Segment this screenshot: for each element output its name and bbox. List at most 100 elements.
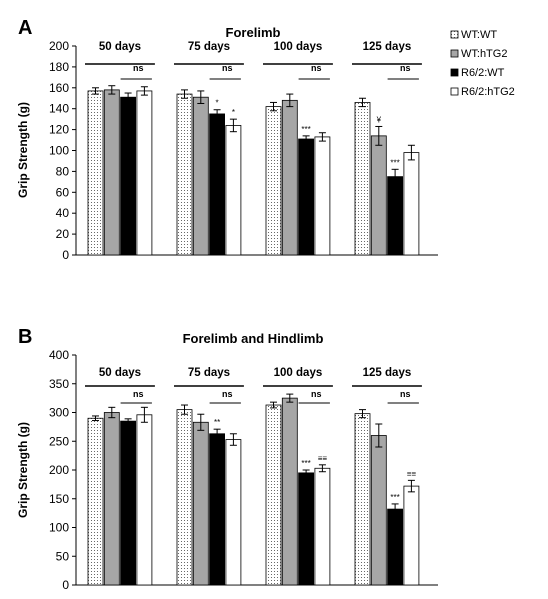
panel-b-bar-r62-htg2 — [136, 414, 153, 586]
panel-a-ytick-label: 80 — [56, 164, 70, 178]
panel-a-group-label: 50 days — [99, 41, 141, 53]
panel-a-bar-wt-htg2 — [281, 99, 298, 256]
panel-a-bar-wt-htg2 — [103, 89, 120, 256]
panel-b-group-label: 75 days — [188, 367, 230, 379]
panel-a-ytick-label: 120 — [49, 123, 69, 137]
panel-b-group-label: 125 days — [363, 367, 412, 379]
panel-b-bar-r62-wt — [298, 472, 315, 586]
panel-a-title: Forelimb — [226, 25, 281, 40]
panel-b-significance-mark: ≡≡ — [318, 454, 328, 463]
panel-a-bar-wt-htg2 — [192, 96, 209, 256]
panel-b-ytick-label: 0 — [62, 578, 69, 592]
panel-a-significance-mark: * — [232, 108, 235, 117]
panel-b-ytick-label: 400 — [49, 348, 69, 362]
legend-label-r62-wt: R6/2:WT — [461, 67, 505, 79]
panel-a-ytick-label: 180 — [49, 60, 69, 74]
panel-b-bar-r62-htg2 — [225, 439, 242, 586]
panel-a-bar-wt-wt — [265, 106, 282, 256]
panel-b-group-label: 50 days — [99, 367, 141, 379]
panel-a-ytick-label: 100 — [49, 144, 69, 158]
legend-label-r62-htg2: R6/2:hTG2 — [461, 86, 515, 98]
panel-b-bar-r62-wt — [209, 433, 226, 586]
panel-b-bar-wt-htg2 — [281, 397, 298, 586]
panel-a-significance-mark: * — [216, 99, 219, 108]
panel-a-bar-r62-wt — [387, 176, 404, 256]
panel-a-bar-r62-htg2 — [136, 90, 153, 256]
panel-b-title: Forelimb and Hindlimb — [183, 331, 324, 346]
panel-b-bar-wt-wt — [265, 404, 282, 586]
legend-swatch-r62-wt — [450, 68, 459, 77]
panel-b-bar-r62-htg2 — [314, 467, 331, 586]
panel-b-significance-mark: ≡≡ — [407, 469, 417, 478]
legend-swatch-wt-htg2 — [450, 49, 459, 58]
panel-a-significance-mark: ¥ — [376, 115, 382, 124]
panel-b-letter: B — [18, 326, 32, 348]
panel-b-bar-wt-htg2 — [103, 412, 120, 586]
panel-b-bar-r62-htg2 — [403, 485, 420, 586]
panel-a-bar-r62-wt — [298, 138, 315, 256]
panel-a-bar-r62-htg2 — [225, 125, 242, 256]
panel-a-ns-label: ns — [222, 63, 233, 73]
panel-b-ytick-label: 200 — [49, 463, 69, 477]
panel-b-significance-mark: *** — [301, 459, 310, 468]
panel-a-ylabel: Grip Strength (g) — [16, 102, 30, 198]
panel-a-ytick-label: 200 — [49, 39, 69, 53]
panel-a-ytick-label: 40 — [56, 206, 70, 220]
panel-a-significance-mark: *** — [390, 158, 399, 167]
panel-a-letter: A — [18, 17, 32, 39]
panel-b-bar-r62-wt — [120, 420, 136, 586]
panel-a-bar-wt-wt — [354, 102, 371, 256]
panel-a-group-label: 75 days — [188, 41, 230, 53]
legend: WT:WT WT:hTG2 R6/2:WT R6/2:hTG2 — [450, 29, 515, 98]
panel-b-bar-wt-wt — [87, 417, 104, 586]
panel-a-group-label: 100 days — [274, 41, 323, 53]
panel-b-significance-mark: *** — [390, 493, 399, 502]
panel-a-ytick-label: 20 — [56, 227, 70, 241]
legend-swatch-wt-wt — [450, 30, 459, 39]
panel-b-bar-wt-wt — [176, 409, 193, 586]
panel-a-group-label: 125 days — [363, 41, 412, 53]
legend-item-wt-wt: WT:WT — [450, 29, 497, 41]
panel-a-bar-wt-wt — [176, 93, 193, 256]
panel-a-bar-wt-wt — [87, 90, 104, 256]
panel-a-significance-mark: *** — [301, 125, 310, 134]
panel-a-ytick-label: 0 — [62, 248, 69, 262]
panel-b-ytick-label: 300 — [49, 406, 69, 420]
panel-b-bar-wt-htg2 — [192, 421, 209, 586]
panel-b-bar-r62-wt — [387, 508, 404, 586]
panel-b-ytick-label: 100 — [49, 521, 69, 535]
panel-b-bar-wt-htg2 — [370, 435, 387, 586]
panel-a-ytick-label: 60 — [56, 185, 70, 199]
panel-b-ns-label: ns — [311, 389, 322, 399]
panel-b-group-label: 100 days — [274, 367, 323, 379]
legend-swatch-r62-htg2 — [450, 87, 459, 96]
panel-a-bar-wt-htg2 — [370, 135, 387, 256]
panel-b-ns-label: ns — [133, 389, 144, 399]
panel-a-chart: 0 20 40 60 80 100 120 140 160 180 200 50 days ns 75 d… — [49, 39, 438, 262]
panel-b-ns-label: ns — [400, 389, 411, 399]
panel-a-ytick-label: 160 — [49, 81, 69, 95]
panel-b-ylabel: Grip Strength (g) — [16, 422, 30, 518]
legend-label-wt-wt: WT:WT — [461, 29, 497, 41]
panel-a-bar-r62-wt — [120, 96, 136, 256]
legend-label-wt-htg2: WT:hTG2 — [461, 48, 507, 60]
legend-item-r62-wt: R6/2:WT — [450, 67, 505, 79]
panel-a-bar-r62-htg2 — [314, 136, 331, 256]
panel-b-bar-wt-wt — [354, 413, 371, 586]
legend-item-r62-htg2: R6/2:hTG2 — [450, 86, 515, 98]
panel-b-ytick-label: 150 — [49, 492, 69, 506]
legend-item-wt-htg2: WT:hTG2 — [450, 48, 507, 60]
panel-b-ytick-label: 50 — [56, 549, 70, 563]
panel-a-ns-label: ns — [133, 63, 144, 73]
panel-a-bar-r62-htg2 — [403, 152, 420, 256]
panel-a-bar-r62-wt — [209, 113, 226, 256]
panel-b-significance-mark: ** — [214, 418, 220, 427]
panel-a-ytick-label: 140 — [49, 102, 69, 116]
panel-b-ytick-label: 250 — [49, 434, 69, 448]
panel-b-ytick-label: 350 — [49, 377, 69, 391]
panel-b-chart: 0 50 100 150 200 250 300 350 400 50 days ns 75 days… — [49, 348, 438, 592]
panel-b-ns-label: ns — [222, 389, 233, 399]
panel-a-ns-label: ns — [311, 63, 322, 73]
panel-a-ns-label: ns — [400, 63, 411, 73]
